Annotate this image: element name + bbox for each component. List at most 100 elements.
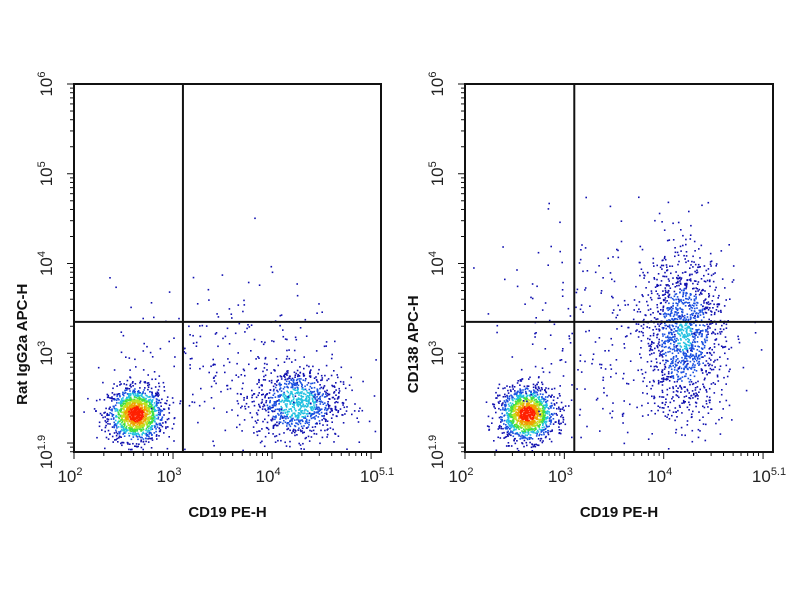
data-point [640, 340, 643, 342]
data-point [683, 361, 685, 364]
data-point [296, 294, 299, 297]
data-point [296, 403, 298, 406]
data-point [498, 383, 501, 386]
data-point [141, 404, 143, 406]
data-point [680, 386, 683, 389]
data-point [315, 414, 317, 417]
data-point [132, 436, 135, 438]
data-point [556, 414, 558, 416]
data-point [679, 318, 681, 320]
data-point [326, 433, 329, 436]
data-point [245, 402, 248, 405]
data-point [328, 405, 330, 407]
data-point [697, 314, 699, 317]
data-point [648, 281, 650, 283]
data-point [113, 407, 116, 410]
data-point [675, 302, 677, 304]
data-point [215, 371, 218, 374]
data-point [121, 424, 123, 426]
data-point [296, 389, 299, 391]
data-point [679, 377, 682, 380]
data-point [681, 434, 683, 436]
data-point [702, 312, 704, 314]
data-point [154, 410, 156, 412]
data-point [155, 394, 157, 397]
data-point [519, 399, 521, 402]
data-point [122, 391, 124, 394]
data-point [297, 387, 299, 389]
data-point [521, 437, 523, 440]
data-point [677, 221, 680, 224]
data-point [507, 397, 509, 400]
data-point [511, 414, 514, 417]
data-point [662, 306, 665, 309]
data-point [313, 396, 315, 398]
data-point [545, 403, 547, 405]
data-point [307, 403, 309, 406]
data-point [373, 395, 376, 397]
data-point [115, 399, 118, 402]
data-point [526, 434, 528, 437]
data-point [517, 405, 520, 408]
data-point [684, 322, 687, 325]
data-point [280, 390, 283, 392]
data-point [517, 411, 519, 414]
data-point [710, 310, 712, 312]
data-point [709, 352, 712, 355]
data-point [662, 335, 664, 337]
data-point [536, 401, 538, 403]
data-point [285, 397, 287, 400]
data-point [210, 385, 213, 388]
data-point [257, 356, 259, 358]
data-point [535, 404, 538, 407]
data-point [551, 404, 553, 407]
data-point [304, 408, 306, 411]
data-point [521, 406, 524, 408]
data-point [95, 399, 98, 402]
data-point [262, 393, 264, 396]
data-point [682, 371, 684, 373]
data-point [203, 400, 206, 403]
data-point [293, 412, 296, 415]
data-point [694, 345, 697, 347]
data-point [674, 360, 677, 363]
data-point [142, 441, 145, 443]
data-point [123, 423, 126, 425]
data-point [516, 405, 518, 408]
data-point [301, 427, 304, 430]
data-point [201, 324, 204, 327]
data-point [694, 356, 696, 358]
data-point [522, 415, 525, 417]
data-point [661, 333, 664, 335]
data-point [696, 329, 699, 331]
data-point [540, 400, 543, 403]
data-point [294, 389, 296, 391]
data-point [497, 394, 499, 397]
data-point [688, 366, 691, 369]
data-point [327, 401, 329, 403]
data-point [545, 411, 547, 413]
data-point [672, 319, 675, 322]
data-point [521, 426, 524, 429]
data-point [151, 439, 154, 441]
data-point [128, 435, 131, 437]
data-point [665, 340, 667, 342]
data-point [262, 343, 265, 346]
data-point [301, 385, 303, 388]
data-point [145, 440, 147, 443]
data-point [664, 322, 666, 325]
data-point [280, 415, 282, 418]
data-point [151, 406, 153, 409]
data-point [671, 318, 674, 320]
data-point [544, 423, 547, 425]
data-point [689, 347, 691, 350]
data-point [274, 386, 277, 389]
data-point [525, 408, 528, 411]
data-point [223, 364, 225, 367]
data-point [124, 403, 126, 405]
data-point [696, 288, 699, 290]
data-point [642, 271, 644, 274]
data-point [285, 358, 288, 360]
data-point [524, 408, 526, 410]
data-point [237, 304, 240, 306]
